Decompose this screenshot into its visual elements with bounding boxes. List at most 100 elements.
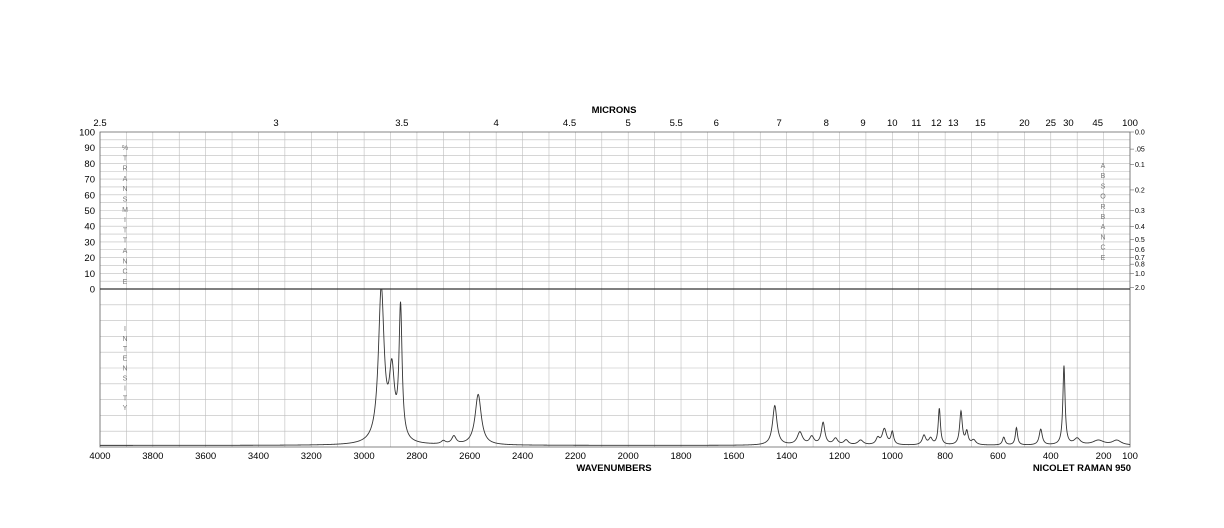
absorbance-tick-label: 1.0: [1135, 271, 1145, 278]
x-tick-label: 3600: [195, 451, 216, 462]
transmittance-axis-letter: N: [122, 258, 127, 265]
intensity-axis-letter: I: [124, 326, 126, 333]
x-tick-label: 1200: [829, 451, 850, 462]
absorbance-axis-letter: S: [1101, 183, 1106, 190]
absorbance-tick-label: 2.0: [1135, 285, 1145, 292]
absorbance-axis-letter: C: [1100, 245, 1105, 252]
chart-labels: 4000 3800 3600 3400 3200 3000 2800 2600 2400 2200…: [79, 118, 1145, 462]
transmittance-tick-label: 40: [84, 222, 95, 233]
x-tick-label: 2800: [406, 451, 427, 462]
micron-tick-label: 11: [911, 118, 921, 129]
micron-tick-label: 4.5: [563, 118, 576, 129]
absorbance-tick-label: 0.8: [1135, 262, 1145, 269]
transmittance-axis-letter: N: [122, 186, 127, 193]
x-tick-label: 1600: [723, 451, 744, 462]
absorbance-tick-label: 0.7: [1135, 255, 1145, 262]
x-tick-label: 1000: [882, 451, 903, 462]
micron-tick-label: 3.5: [395, 118, 408, 129]
absorbance-axis-letter: E: [1101, 255, 1106, 262]
x-tick-label: 3400: [248, 451, 269, 462]
transmittance-axis-letter: A: [123, 248, 128, 255]
transmittance-tick-label: 50: [84, 206, 95, 217]
chart-axes: [99, 131, 1134, 448]
transmittance-axis-letter: M: [122, 207, 128, 214]
transmittance-tick-label: 0: [90, 285, 95, 296]
intensity-axis-letter: S: [123, 376, 128, 383]
x-tick-label: 2400: [512, 451, 533, 462]
absorbance-tick-label: 0.1: [1135, 162, 1145, 169]
transmittance-tick-label: 100: [79, 128, 95, 139]
x-tick-label: 3000: [354, 451, 375, 462]
micron-tick-label: 12: [931, 118, 942, 129]
x-tick-label: 3800: [142, 451, 163, 462]
micron-tick-label: 10: [887, 118, 898, 129]
microns-axis-title: MICRONS: [592, 105, 637, 116]
absorbance-tick-label: 0.4: [1135, 224, 1145, 231]
x-tick-label: 2600: [459, 451, 480, 462]
absorbance-tick-label: 0.2: [1135, 187, 1145, 194]
transmittance-axis-letter: A: [123, 176, 128, 183]
absorbance-axis-letter: A: [1101, 224, 1106, 231]
x-tick-label: 800: [937, 451, 953, 462]
transmittance-tick-label: 60: [84, 190, 95, 201]
transmittance-tick-label: 80: [84, 159, 95, 170]
x-tick-label: 100: [1122, 451, 1138, 462]
x-tick-label: 3200: [301, 451, 322, 462]
absorbance-tick-label: 0.0: [1135, 130, 1145, 137]
x-tick-label: 600: [990, 451, 1006, 462]
absorbance-tick-label: 0.3: [1135, 208, 1145, 215]
absorbance-axis-letter: B: [1101, 173, 1106, 180]
absorbance-axis-letter: N: [1100, 234, 1105, 241]
intensity-axis-letter: T: [123, 395, 128, 402]
absorbance-axis-letter: O: [1100, 194, 1106, 201]
absorbance-tick-label: 0.6: [1135, 247, 1145, 254]
x-tick-label: 200: [1096, 451, 1112, 462]
absorbance-axis-letter: B: [1101, 214, 1106, 221]
transmittance-axis-letter: E: [123, 279, 128, 286]
intensity-axis-letter: E: [123, 356, 128, 363]
wavenumbers-axis-title: WAVENUMBERS: [576, 463, 651, 474]
intensity-axis-letter: I: [124, 385, 126, 392]
x-tick-label: 4000: [89, 451, 110, 462]
absorbance-tick-label: .05: [1135, 147, 1145, 154]
micron-tick-label: 2.5: [93, 118, 106, 129]
absorbance-tick-label: 0.5: [1135, 237, 1145, 244]
micron-tick-label: 100: [1122, 118, 1138, 129]
x-tick-label: 400: [1043, 451, 1059, 462]
micron-tick-label: 5: [626, 118, 631, 129]
x-tick-label: 2200: [565, 451, 586, 462]
micron-tick-label: 5.5: [670, 118, 683, 129]
micron-tick-label: 25: [1045, 118, 1056, 129]
transmittance-tick-label: 90: [84, 143, 95, 154]
transmittance-tick-label: 70: [84, 175, 95, 186]
transmittance-axis-letter: T: [123, 155, 128, 162]
absorbance-axis-letter: R: [1100, 204, 1105, 211]
micron-tick-label: 4: [494, 118, 499, 129]
x-tick-label: 1800: [670, 451, 691, 462]
transmittance-tick-label: 30: [84, 237, 95, 248]
intensity-axis-letter: N: [122, 366, 127, 373]
transmittance-axis-letter: C: [122, 269, 127, 276]
instrument-label: NICOLET RAMAN 950: [1033, 463, 1131, 474]
transmittance-axis-letter: %: [122, 145, 128, 152]
micron-tick-label: 8: [824, 118, 829, 129]
intensity-axis-letter: N: [122, 336, 127, 343]
micron-tick-label: 7: [776, 118, 781, 129]
transmittance-axis-letter: T: [123, 238, 128, 245]
spectrum-line: [100, 288, 1131, 446]
transmittance-tick-label: 10: [84, 269, 95, 280]
micron-tick-label: 13: [948, 118, 959, 129]
micron-tick-label: 20: [1019, 118, 1030, 129]
transmittance-axis-letter: T: [123, 227, 128, 234]
micron-tick-label: 45: [1092, 118, 1103, 129]
transmittance-tick-label: 20: [84, 253, 95, 264]
intensity-axis-letter: T: [123, 346, 128, 353]
absorbance-axis-letter: A: [1101, 163, 1106, 170]
micron-tick-label: 30: [1063, 118, 1074, 129]
micron-tick-label: 15: [975, 118, 986, 129]
transmittance-axis-letter: S: [123, 197, 128, 204]
x-tick-label: 2000: [618, 451, 639, 462]
micron-tick-label: 9: [860, 118, 865, 129]
micron-tick-label: 3: [273, 118, 278, 129]
